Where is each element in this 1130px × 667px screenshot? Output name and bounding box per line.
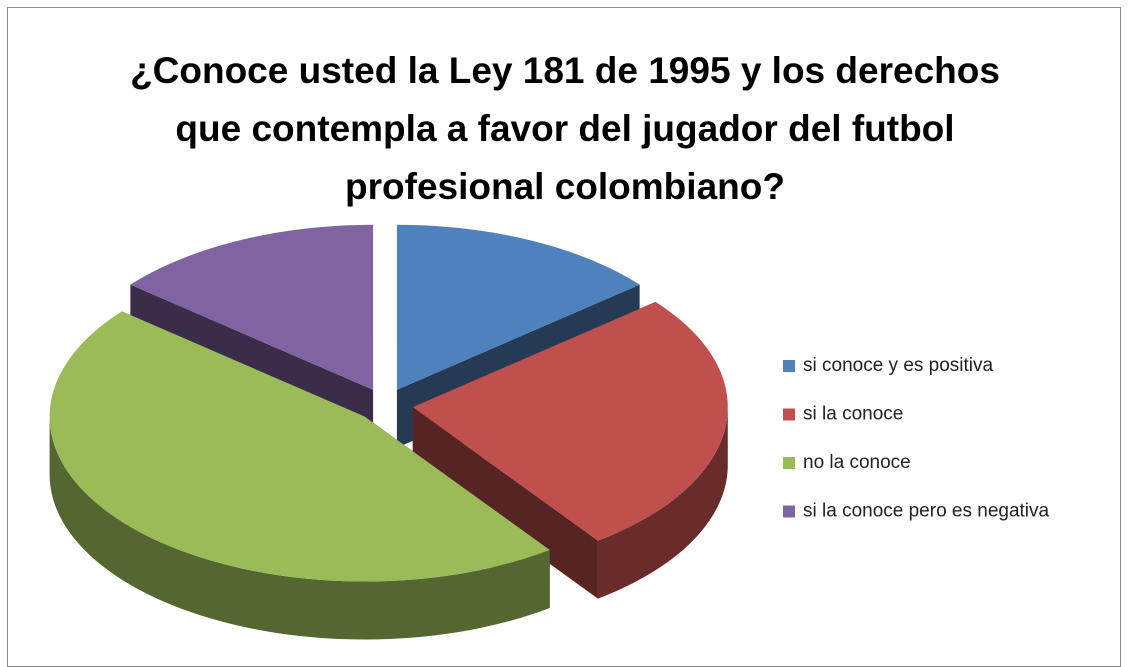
slice-wall xyxy=(412,407,598,599)
legend-swatch xyxy=(783,408,795,421)
slice xyxy=(412,301,728,541)
slice xyxy=(396,224,640,390)
legend: si conoce y es positiva si la conoce no la… xyxy=(783,355,1050,522)
pie-tops xyxy=(49,224,728,582)
slice xyxy=(49,311,550,582)
legend-swatch xyxy=(783,457,795,469)
chart-title: ¿Conoce usted la Ley 181 de 1995 y los d… xyxy=(130,50,1000,207)
legend-label: si la conoce pero es negativa xyxy=(803,501,1050,522)
slice-side xyxy=(49,416,550,640)
slice-side xyxy=(597,407,728,599)
legend-label: si conoce y es positiva xyxy=(803,355,994,376)
legend-swatch xyxy=(783,505,795,518)
slice xyxy=(130,224,374,390)
legend-label: si la conoce xyxy=(803,404,903,425)
legend-label: no la conoce xyxy=(803,452,911,473)
legend-swatch xyxy=(783,360,795,372)
pie-sides xyxy=(49,407,728,640)
